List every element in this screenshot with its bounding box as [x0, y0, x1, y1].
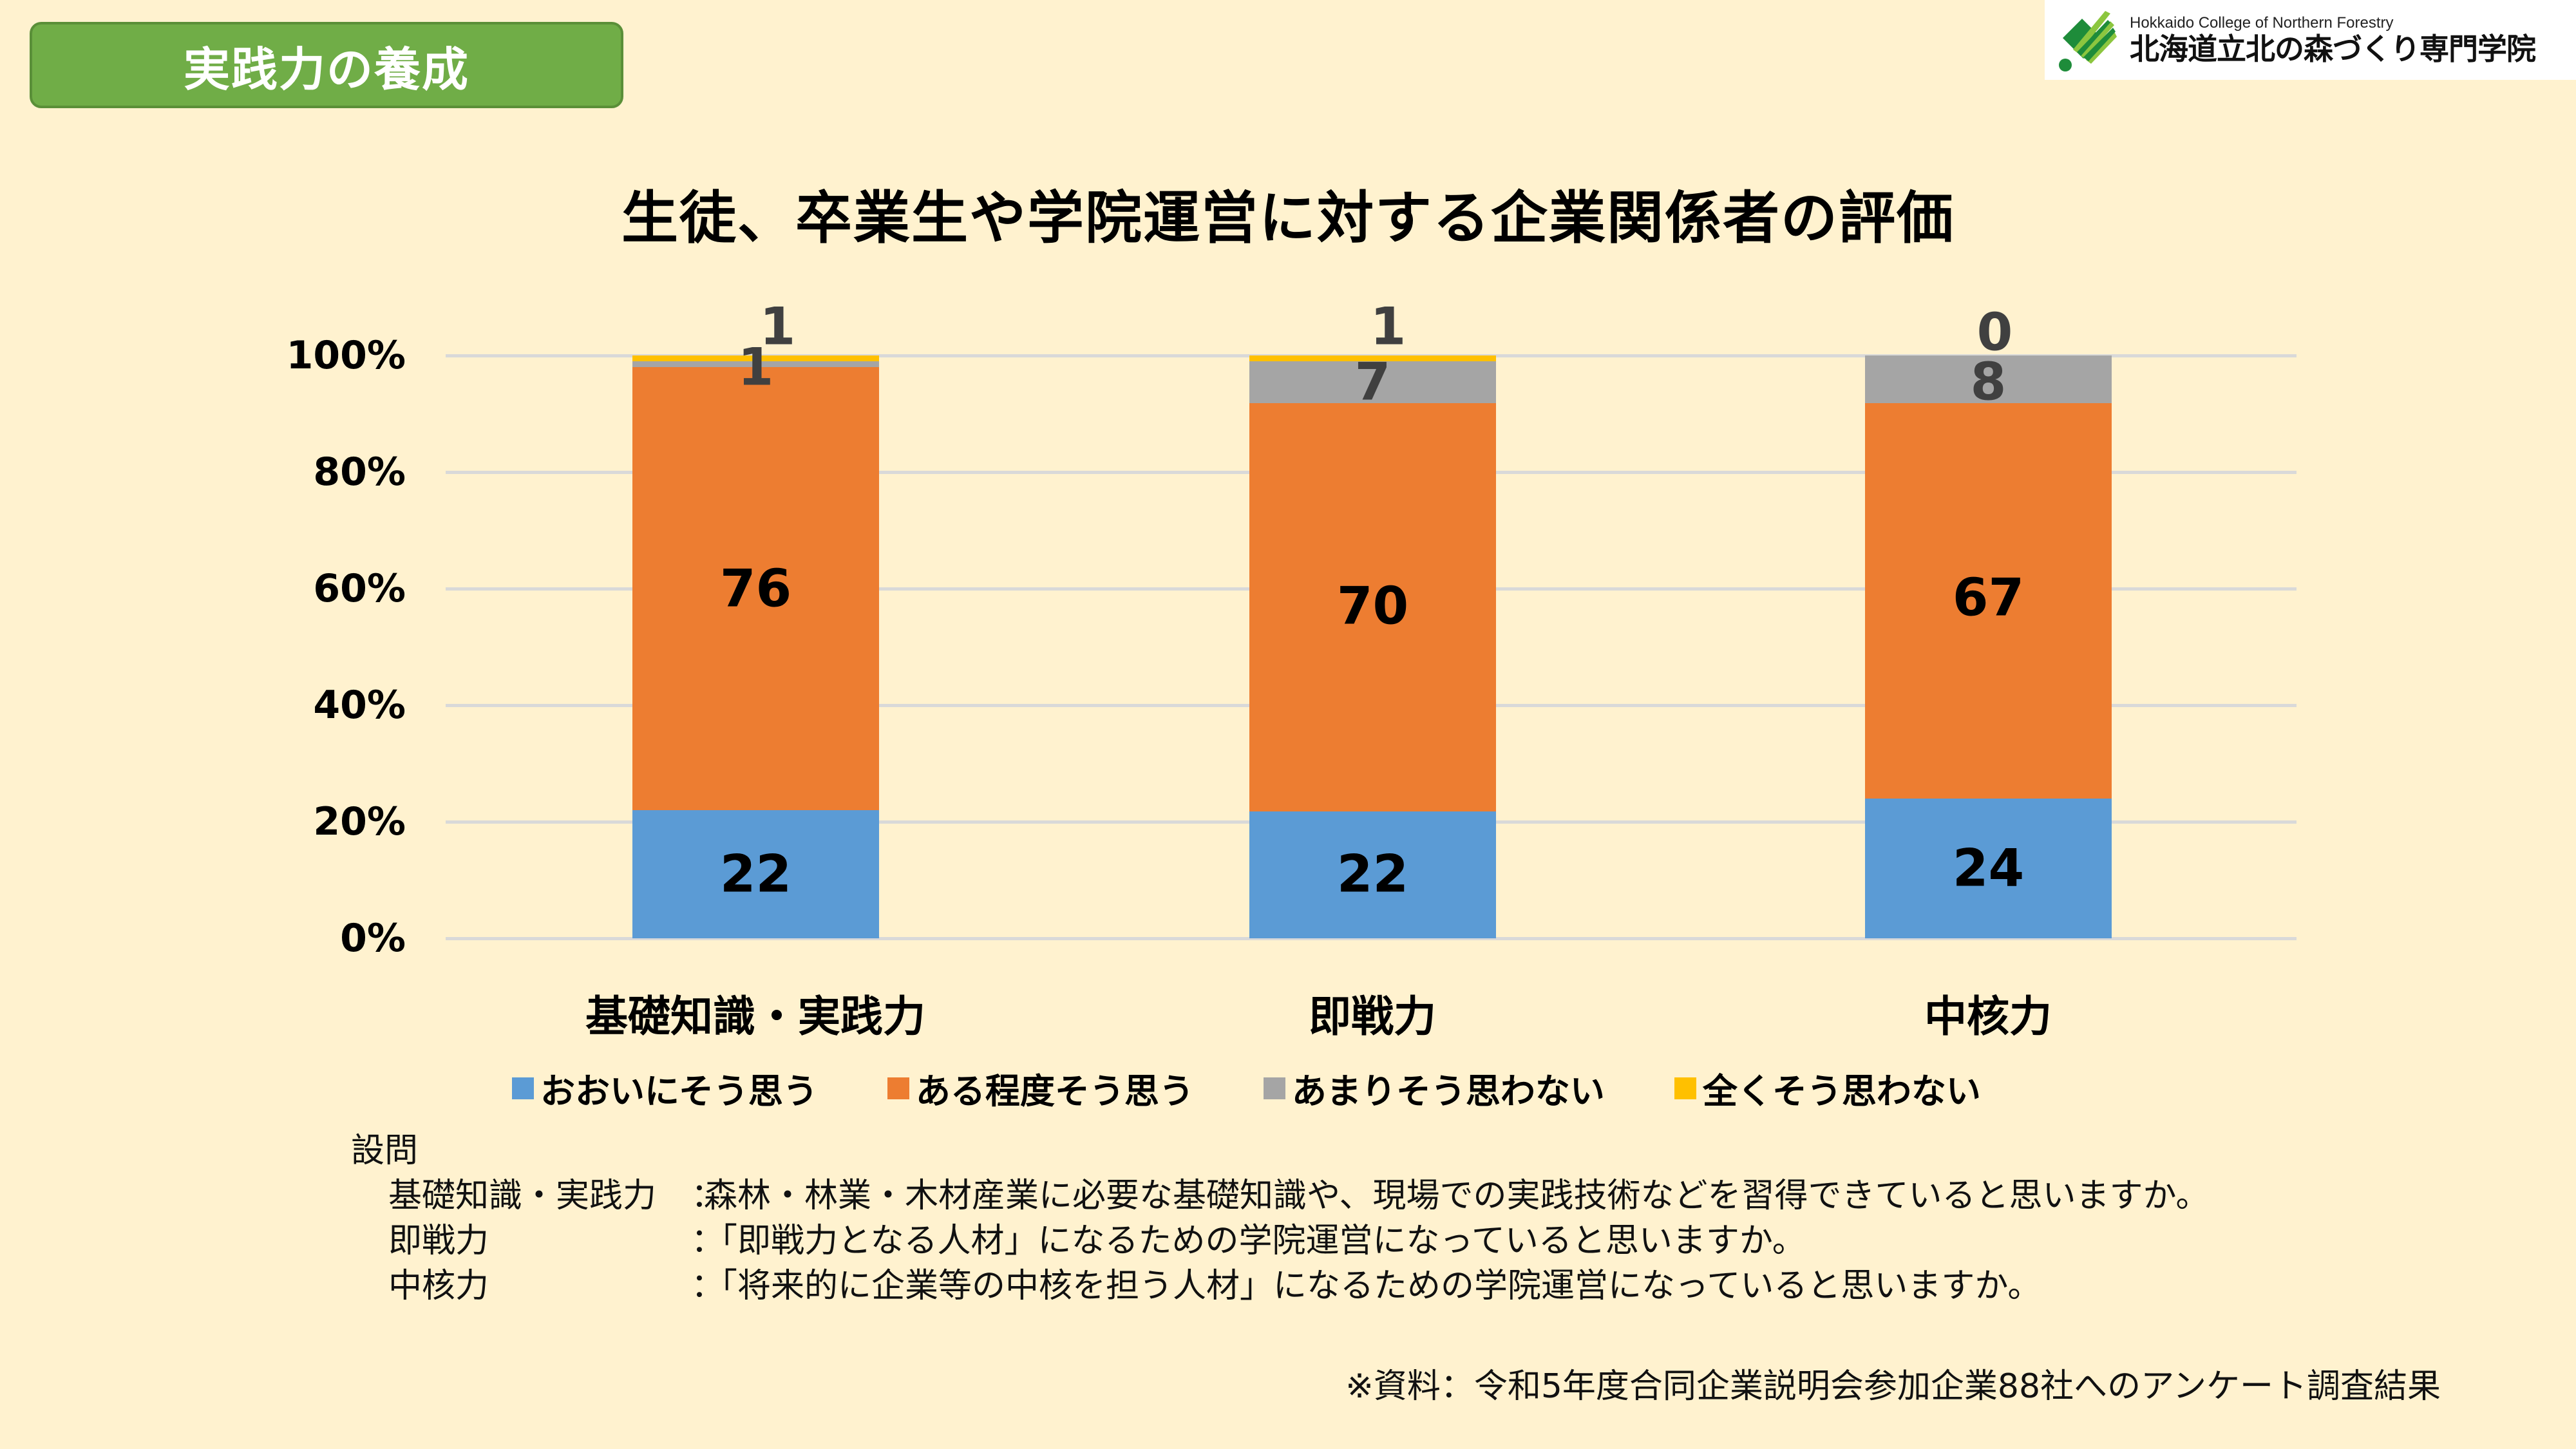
- logo-japanese-name: 北海道立北の森づくり専門学院: [2130, 32, 2536, 66]
- legend-item-not-at-all: 全くそう思わない: [1674, 1063, 1981, 1113]
- section-title: 実践力の養成: [183, 42, 469, 97]
- question-term: 即戦力: [388, 1222, 489, 1260]
- legend-label: 全くそう思わない: [1702, 1071, 1981, 1112]
- label-not-at-all: 0: [1976, 302, 2013, 363]
- label-not-at-all: 1: [1370, 296, 1406, 357]
- question-term: 中核力: [388, 1267, 489, 1305]
- question-text: 「即戦力となる人材」になるための学院運営になっていると思いますか。: [704, 1222, 1806, 1260]
- segment-somewhat-agree: [1865, 403, 2112, 799]
- label-somewhat-agree: 67: [1952, 567, 2025, 628]
- gridline-0: [446, 937, 2297, 940]
- segment-not-really: [632, 361, 879, 368]
- y-tick-80: 80%: [313, 450, 406, 495]
- question-row: 基礎知識・実践力 ： 森林・林業・木材産業に必要な基礎知識や、現場での実践技術な…: [388, 1173, 2209, 1218]
- label-strongly-agree: 22: [1336, 844, 1409, 904]
- question-text: 森林・林業・木材産業に必要な基礎知識や、現場での実践技術などを習得できていると思…: [704, 1177, 2210, 1215]
- label-somewhat-agree: 70: [1336, 576, 1409, 636]
- label-not-really: 7: [1354, 352, 1391, 412]
- logo-english-name: Hokkaido College of Northern Forestry: [2130, 14, 2394, 32]
- y-tick-0: 0%: [340, 916, 406, 961]
- segment-not-really: [1865, 355, 2112, 404]
- legend-label: おおいにそう思う: [540, 1071, 818, 1112]
- y-tick-100: 100%: [286, 333, 406, 378]
- legend-swatch-orange-icon: [887, 1077, 909, 1099]
- question-colon: ：: [691, 1177, 725, 1215]
- segment-not-at-all: [1249, 355, 1496, 362]
- chart-title: 生徒、卒業生や学院運営に対する企業関係者の評価: [621, 185, 1955, 251]
- label-strongly-agree: 24: [1952, 838, 2025, 898]
- legend-swatch-blue-icon: [512, 1077, 534, 1099]
- label-not-at-all: 1: [759, 296, 796, 357]
- segment-strongly-agree: [632, 810, 879, 938]
- forest-leaf-logo-icon: [2059, 11, 2117, 71]
- legend-swatch-gray-icon: [1263, 1077, 1285, 1099]
- survey-questions: 設問 基礎知識・実践力 ： 森林・林業・木材産業に必要な基礎知識や、現場での実践…: [351, 1128, 2209, 1309]
- question-row: 即戦力 ： 「即戦力となる人材」になるための学院運営になっていると思いますか。: [388, 1218, 2209, 1264]
- question-colon: ：: [691, 1222, 725, 1260]
- x-label-core-ability: 中核力: [1924, 992, 2052, 1041]
- legend-item-strongly-agree: おおいにそう思う: [512, 1063, 818, 1113]
- segment-not-really: [1249, 361, 1496, 404]
- label-not-really: 8: [1970, 352, 2007, 412]
- label-strongly-agree: 22: [719, 844, 792, 904]
- legend-swatch-yellow-icon: [1674, 1077, 1696, 1099]
- segment-not-at-all: [632, 355, 879, 362]
- chart-legend: おおいにそう思う ある程度そう思う あまりそう思わない 全くそう思わない: [512, 1063, 2050, 1113]
- question-term: 基礎知識・実践力: [388, 1177, 657, 1215]
- questions-heading: 設問: [351, 1132, 419, 1170]
- segment-strongly-agree: [1249, 811, 1496, 938]
- question-text: 「将来的に企業等の中核を担う人材」になるための学院運営になっていると思いますか。: [704, 1267, 2041, 1305]
- segment-strongly-agree: [1865, 798, 2112, 938]
- question-row: 中核力 ： 「将来的に企業等の中核を担う人材」になるための学院運営になっていると…: [388, 1264, 2209, 1309]
- y-tick-60: 60%: [313, 566, 406, 611]
- bar-basic-knowledge: 22 76 1 1: [632, 296, 879, 938]
- legend-label: ある程度そう思う: [915, 1071, 1194, 1112]
- plot-area: 22 76 1 1 22 70 7 1 24 67 8 0: [446, 296, 2297, 940]
- legend-item-not-really: あまりそう思わない: [1263, 1063, 1605, 1113]
- bar-core-ability: 24 67 8 0: [1865, 302, 2112, 938]
- bar-immediate-ability: 22 70 7 1: [1249, 296, 1496, 938]
- label-not-really: 1: [737, 337, 774, 397]
- y-tick-40: 40%: [313, 683, 406, 728]
- section-badge: 実践力の養成: [30, 22, 623, 108]
- label-somewhat-agree: 76: [719, 558, 792, 619]
- legend-label: あまりそう思わない: [1291, 1071, 1605, 1112]
- x-label-immediate-ability: 即戦力: [1309, 992, 1436, 1041]
- data-source-note: ※資料：令和5年度合同企業説明会参加企業88社へのアンケート調査結果: [1345, 1367, 2441, 1406]
- y-tick-20: 20%: [313, 799, 406, 844]
- segment-somewhat-agree: [1249, 403, 1496, 811]
- question-colon: ：: [691, 1267, 725, 1305]
- x-label-basic-knowledge: 基礎知識・実践力: [585, 992, 925, 1041]
- segment-somewhat-agree: [632, 367, 879, 810]
- legend-item-somewhat-agree: ある程度そう思う: [887, 1063, 1194, 1113]
- college-logo: Hokkaido College of Northern Forestry 北海…: [2045, 0, 2576, 80]
